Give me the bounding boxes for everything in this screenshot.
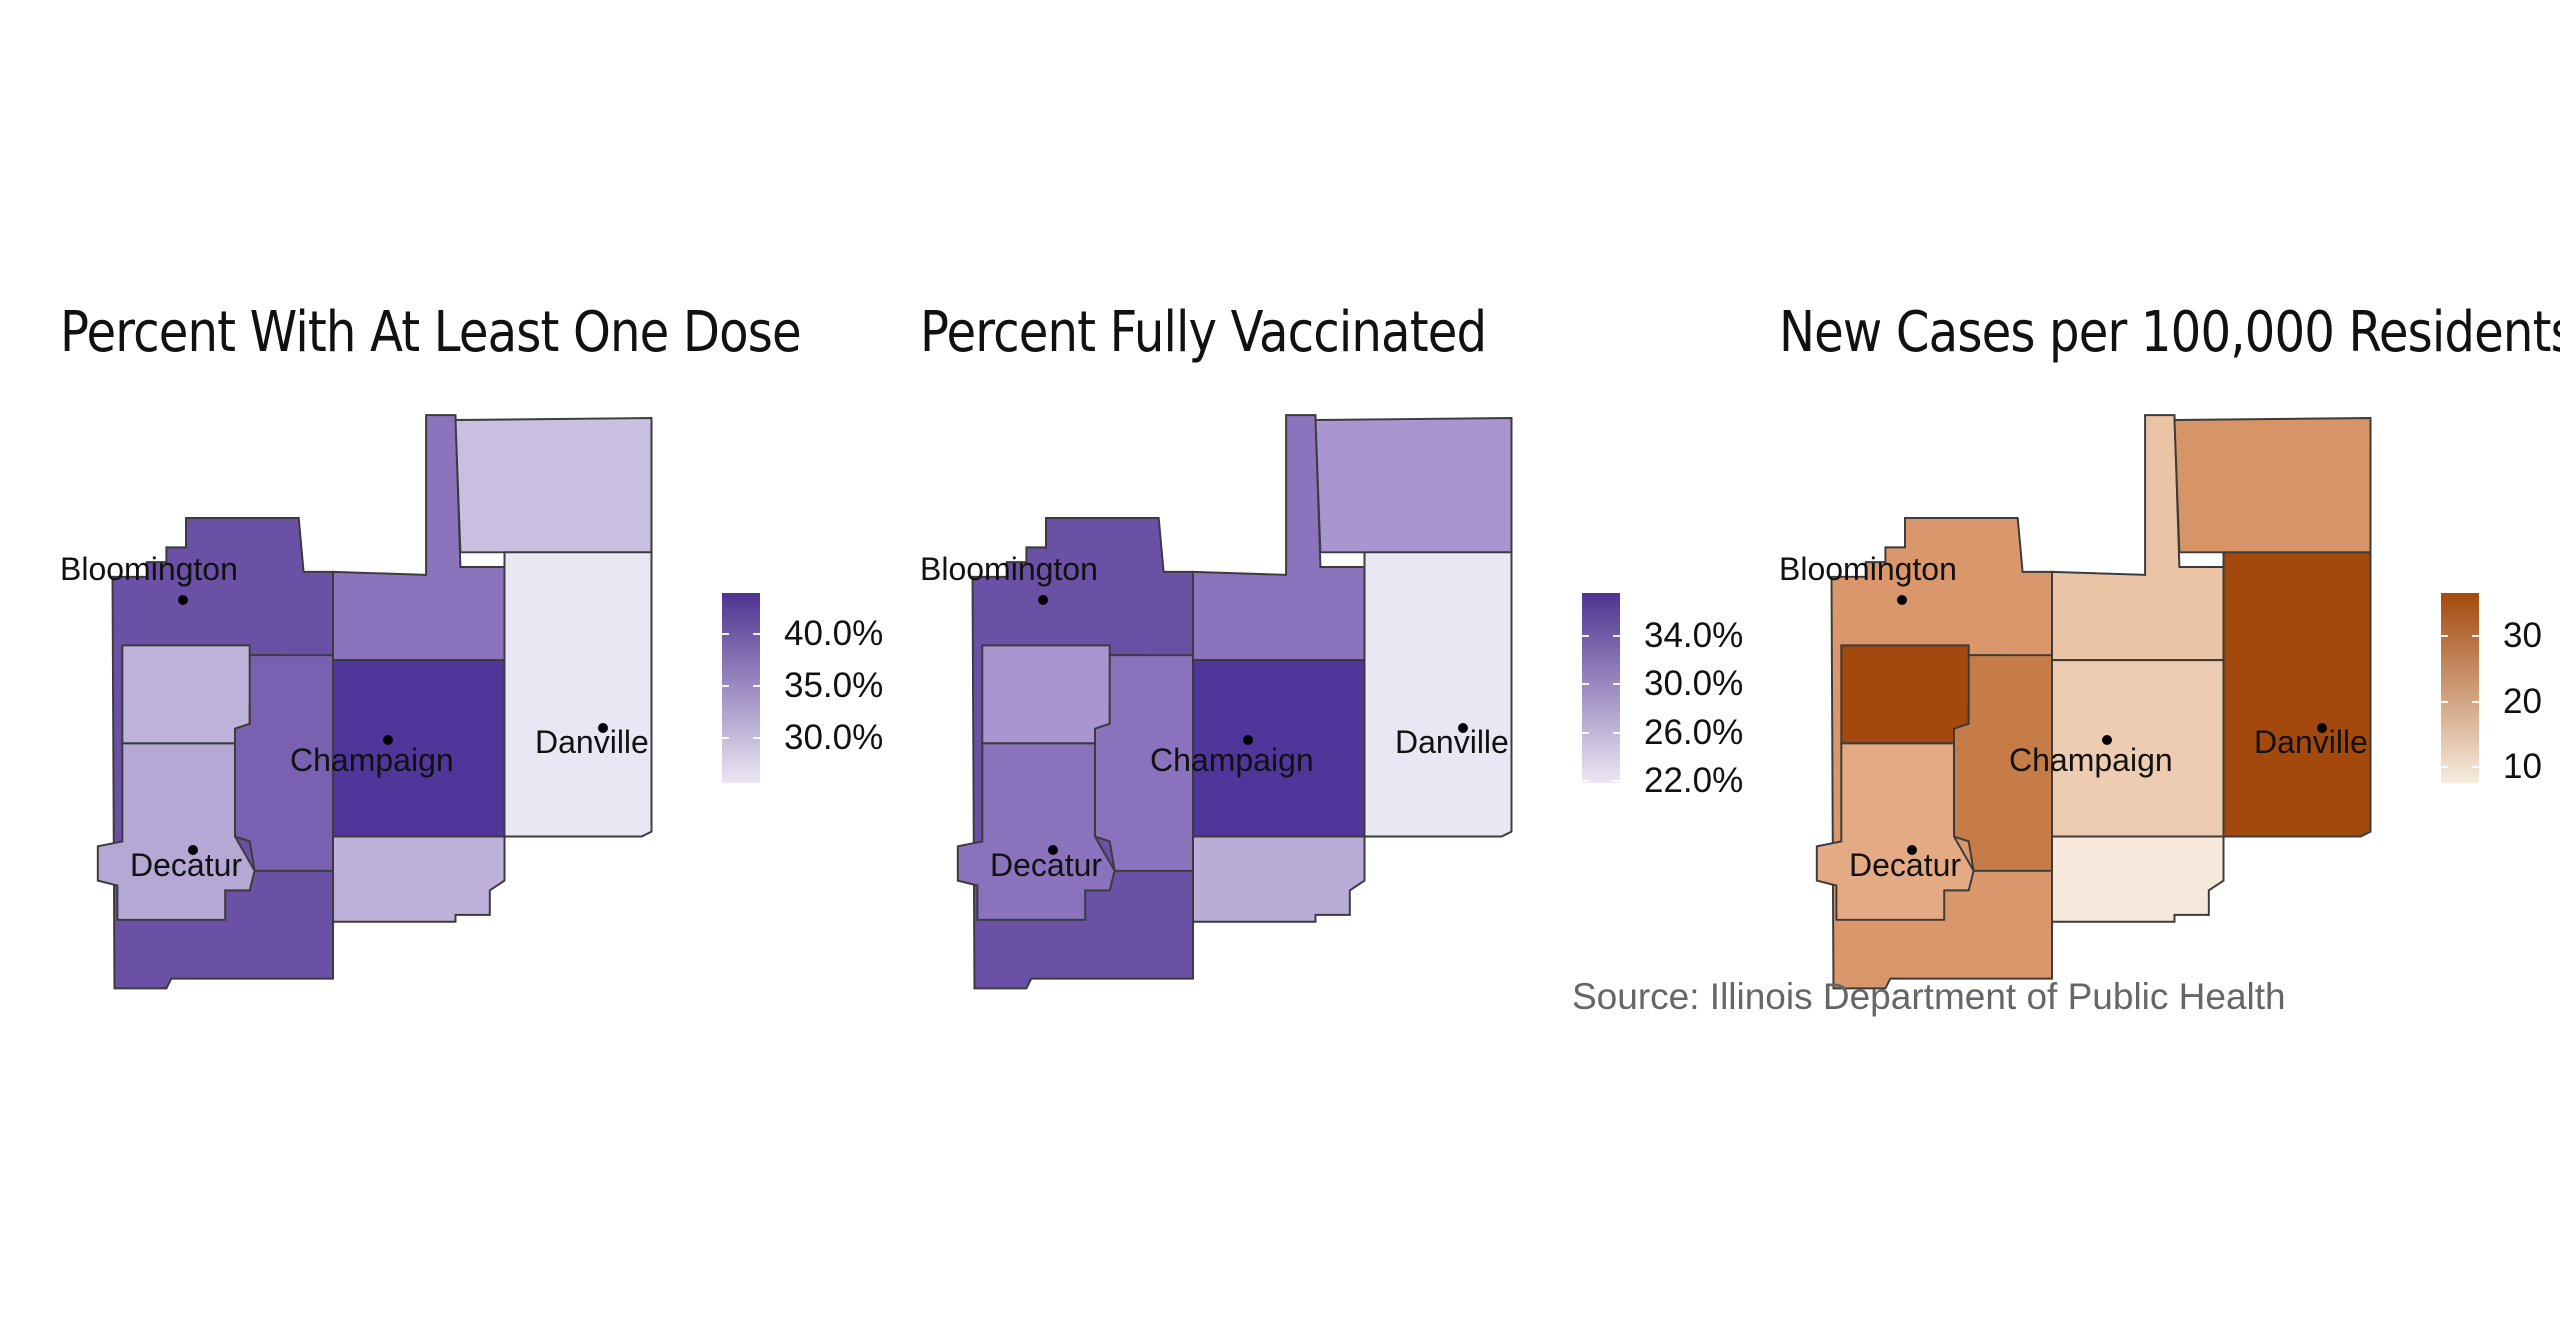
city-label: Decatur [1849,847,1961,883]
city-label: Bloomington [920,551,1098,587]
county-map: Bloomington Champaign Danville Decatur [920,414,1513,990]
panel-title: Percent With At Least One Dose [60,300,802,365]
city-label: Bloomington [60,551,238,587]
city-marker [383,735,393,745]
city-label: Decatur [130,847,242,883]
legend-label: 30.0% [1644,664,1744,703]
legend-label: 34.0% [1644,616,1744,655]
legend-label: 10 [2503,747,2542,786]
city-label: Danville [2254,724,2368,760]
counties [956,414,1513,990]
legend-label: 30.0% [784,718,884,757]
county-vermilion-north [454,417,653,554]
legend-label: 40.0% [784,614,884,653]
panel-title: Percent Fully Vaccinated [920,300,1487,365]
city-label: Decatur [990,847,1102,883]
city-marker [178,595,188,605]
county-vermilion [1363,551,1513,838]
counties [96,414,653,990]
city-label: Danville [535,724,649,760]
county-piatt [1953,654,2053,872]
city-label: Bloomington [1779,551,1957,587]
county-douglas [332,835,506,923]
city-marker [188,845,198,855]
county-douglas [1192,835,1366,923]
county-vermilion [503,551,653,838]
county-vermilion [2222,551,2372,838]
legend-label: 30 [2503,616,2542,655]
legend-label: 35.0% [784,666,884,705]
county-piatt [1094,654,1194,872]
city-marker [598,723,608,733]
county-map: Bloomington Champaign Danville Decatur [1779,414,2372,990]
panel-fully-vaccinated: Percent Fully Vaccinated Bloomington Cham… [920,0,1780,1100]
city-label: Champaign [290,742,454,778]
city-marker [2102,735,2112,745]
county-vermilion-north [2173,417,2372,554]
panel-new-cases: New Cases per 100,000 Residents Blooming… [1779,0,2560,1100]
legend-colorbar [722,593,760,783]
panel-first-dose: Percent With At Least One Dose Bloomingt… [60,0,920,1100]
city-marker [1038,595,1048,605]
county-macon [1815,742,1975,921]
county-piatt [234,654,334,872]
panel-title: New Cases per 100,000 Residents [1779,300,2560,365]
legend-label: 26.0% [1644,713,1744,752]
city-marker [1897,595,1907,605]
county-macon [956,742,1116,921]
city-marker [1907,845,1917,855]
city-marker [1458,723,1468,733]
county-vermilion-north [1314,417,1513,554]
legend-colorbar [2441,593,2479,783]
city-label: Champaign [2009,742,2173,778]
legend-label: 22.0% [1644,761,1744,800]
city-label: Danville [1395,724,1509,760]
county-macon [96,742,256,921]
county-map: Bloomington Champaign Danville Decatur [60,414,653,990]
city-label: Champaign [1150,742,1314,778]
county-douglas [2051,835,2225,923]
city-marker [1243,735,1253,745]
counties [1815,414,2372,990]
city-marker [2317,723,2327,733]
legend-colorbar [1582,593,1620,783]
city-marker [1048,845,1058,855]
source-caption: Source: Illinois Department of Public He… [1572,976,2286,1017]
legend-label: 20 [2503,682,2542,721]
